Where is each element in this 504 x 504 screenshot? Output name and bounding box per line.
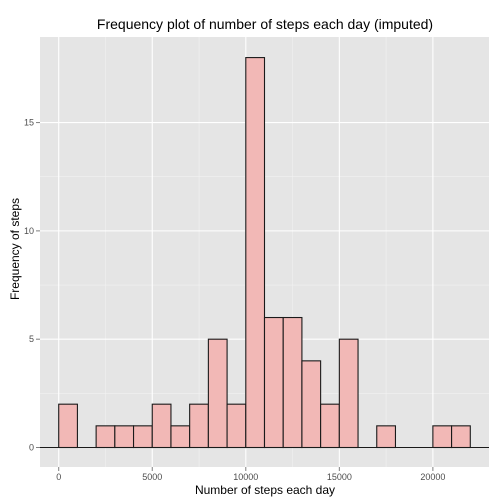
chart-title: Frequency plot of number of steps each d… xyxy=(97,16,433,32)
y-tick-label: 0 xyxy=(29,443,34,453)
histogram-bar xyxy=(263,316,284,449)
histogram-bar xyxy=(95,425,116,449)
x-axis-title: Number of steps each day xyxy=(195,483,335,497)
bars-layer xyxy=(58,57,471,449)
histogram-bar xyxy=(170,425,191,449)
histogram-bar xyxy=(320,403,340,449)
y-tick-label: 10 xyxy=(24,226,34,236)
y-axis-title: Frequency of steps xyxy=(8,198,22,300)
histogram-bar xyxy=(282,316,303,449)
histogram-bar xyxy=(301,360,322,449)
x-axis-ticks: 0 5000 10000 15000 20000 xyxy=(56,467,445,482)
histogram-bar xyxy=(338,338,359,449)
x-tick-label: 20000 xyxy=(420,472,445,482)
x-tick-label: 15000 xyxy=(327,472,352,482)
histogram-bar xyxy=(376,425,397,449)
y-axis-ticks: 0 5 10 15 xyxy=(24,118,40,453)
histogram-bar xyxy=(432,425,453,449)
histogram-bar xyxy=(451,425,471,449)
histogram-bar xyxy=(151,403,172,449)
histogram-bar xyxy=(189,403,209,449)
x-tick-label: 0 xyxy=(56,472,61,482)
x-tick-label: 5000 xyxy=(142,472,162,482)
y-tick-label: 5 xyxy=(29,334,34,344)
histogram-bar xyxy=(114,425,135,449)
histogram-bar xyxy=(132,425,153,449)
histogram-bar xyxy=(207,338,228,449)
y-tick-label: 15 xyxy=(24,118,34,128)
x-tick-label: 10000 xyxy=(233,472,258,482)
histogram-bar xyxy=(245,57,266,449)
histogram-bar xyxy=(58,403,78,449)
histogram-bar xyxy=(226,403,247,449)
